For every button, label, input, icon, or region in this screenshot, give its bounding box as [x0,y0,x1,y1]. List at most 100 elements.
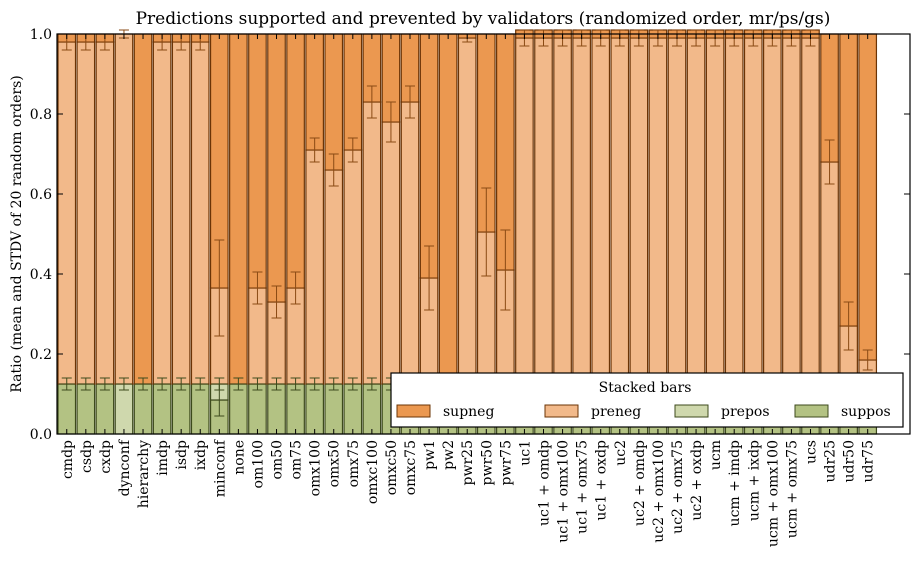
y-axis: 0.0 0.2 0.4 0.6 0.8 1.0 [30,27,910,443]
x-tick-label: cxdp [98,440,114,474]
bar-preneg [743,37,763,385]
bar-supneg [419,33,439,279]
x-tick-label: csdp [79,440,95,473]
bar-preneg [457,37,477,385]
x-tick-label: cmdp [60,440,76,479]
legend-label-supneg: supneg [443,404,494,420]
bar-preneg [362,101,382,385]
legend-swatch-suppos [794,404,829,418]
y-axis-label: Ratio (mean and STDV of 20 random orders… [9,75,25,392]
bar-preneg [667,37,687,385]
bar-preneg [95,41,115,385]
x-tick-label: omx75 [346,440,362,487]
bar-supneg [324,33,344,171]
x-axis: cmdp csdp cxdp dynconf hierarchy imdp isdp ixdp… [60,34,877,547]
x-tick-label: hierarchy [136,440,152,508]
bar-suppos [171,383,191,435]
bar-preneg [515,37,534,385]
x-tick-label: dynconf [117,438,133,496]
bar-suppos [248,383,267,435]
x-tick-label: omx50 [327,440,343,487]
x-tick-label: uc1 + omdp [537,440,553,526]
bar-suppos [57,383,77,435]
bar-supneg [229,33,248,385]
bar-preneg [572,37,591,385]
bar-preneg [190,41,210,385]
legend-box [390,372,904,428]
chart-title: Predictions supported and prevented by v… [136,9,831,29]
x-tick-label: uc2 + omdp [632,440,648,526]
bar-preneg [610,37,630,385]
x-tick-label: uc2 [613,440,629,466]
x-tick-label: ucm + ixdp [746,440,762,521]
bar-suppos [305,383,325,435]
bar-suppos [286,383,305,435]
x-tick-label: om50 [270,440,286,480]
x-tick-label: isdp [174,440,190,470]
x-tick-label: udr25 [823,440,839,483]
x-tick-label: uc2 + omx75 [670,440,686,534]
legend-title: Stacked bars [599,380,692,396]
legend-swatch-prepos [674,404,709,418]
bar-suppos [76,383,96,435]
legend: Stacked bars supneg preneg prepos suppos [390,372,904,428]
bar-preneg [686,37,706,385]
bar-suppos [152,383,172,435]
x-tick-label: omxc50 [384,440,400,495]
x-tick-label: ucm + imdp [727,440,743,526]
legend-label-preneg: preneg [591,404,641,420]
x-tick-label: ucs [803,440,819,464]
y-tick-label: 0.2 [30,347,52,363]
x-tick-label: uc1 [517,440,533,466]
legend-swatch-supneg [396,404,431,418]
bar-supneg [839,33,858,327]
legend-label-prepos: prepos [721,404,770,420]
bar-supneg [305,33,325,151]
bar-supneg [133,33,153,385]
bar-suppos [133,383,153,435]
x-tick-label: pw2 [441,440,457,470]
x-tick-label: pw1 [422,440,438,470]
bar-supneg [248,33,267,289]
bar-preneg [114,33,134,385]
bar-preneg [553,37,572,385]
y-tick-label: 0.6 [30,187,52,203]
bar-preneg [801,37,820,385]
legend-label-suppos: suppos [841,404,891,420]
plot-frame [56,33,911,435]
x-tick-label: pwr25 [460,440,476,485]
bar-preneg [76,41,96,385]
x-tick-label: uc1 + omx75 [575,440,591,534]
x-tick-label: omx100 [308,440,324,496]
x-tick-label: pwr50 [479,440,495,485]
x-tick-label: ucm + omx75 [784,440,800,538]
x-tick-label: udr50 [842,440,858,483]
bar-preneg [381,121,401,385]
x-tick-label: pwr75 [498,440,514,485]
bar-prepos [114,383,134,435]
y-tick-label: 1.0 [30,27,52,43]
bar-preneg [400,101,420,385]
bar-supneg [286,33,305,289]
x-tick-label: ucm + omx100 [765,440,781,547]
legend-swatch-preneg [544,404,579,418]
y-tick-label: 0.0 [30,427,52,443]
x-tick-label: uc2 + omx100 [651,440,667,543]
bar-suppos [362,383,382,435]
x-tick-label: ixdp [193,440,209,470]
bar-preneg [629,37,649,385]
bar-suppos [324,383,344,435]
bar-preneg [57,41,77,385]
bar-suppos [343,383,363,435]
bar-preneg [705,37,725,385]
bar-suppos [267,383,286,435]
x-tick-label: om75 [289,440,305,480]
bar-preneg [152,41,172,385]
x-tick-label: ucm [708,440,724,470]
bar-preneg [305,149,325,385]
bar-preneg [343,149,363,385]
bar-supneg [343,33,363,151]
bar-preneg [591,37,611,385]
bar-preneg [782,37,801,385]
x-tick-label: uc1 + omx100 [556,440,572,543]
